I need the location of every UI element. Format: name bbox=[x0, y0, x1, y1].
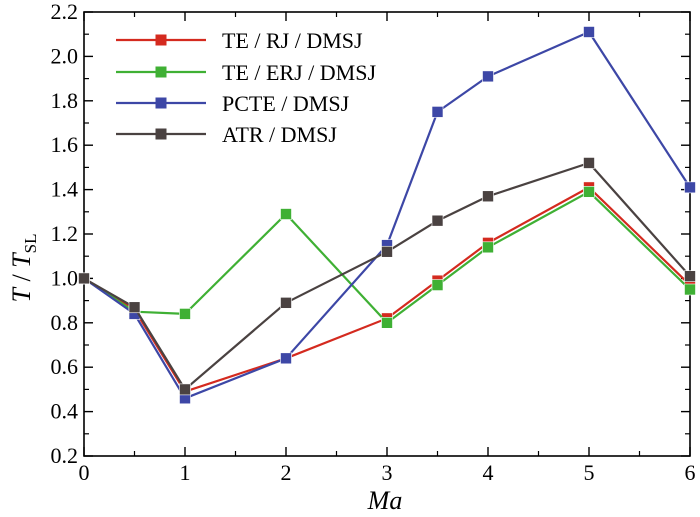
y-tick-label: 0.4 bbox=[51, 399, 79, 424]
data-point bbox=[280, 352, 292, 365]
legend-marker bbox=[155, 128, 167, 140]
data-point bbox=[431, 279, 444, 291]
series-3 bbox=[78, 26, 696, 405]
data-point bbox=[482, 241, 494, 254]
data-point bbox=[684, 181, 696, 194]
legend-marker bbox=[155, 34, 167, 46]
y-tick-label: 1.2 bbox=[51, 221, 79, 246]
y-tick-label: 0.8 bbox=[51, 310, 79, 335]
x-tick-label: 5 bbox=[584, 460, 595, 485]
series-4 bbox=[78, 157, 696, 396]
x-tick-label: 1 bbox=[180, 460, 191, 485]
data-point bbox=[583, 157, 595, 169]
data-point bbox=[684, 270, 696, 282]
data-point bbox=[381, 316, 393, 329]
x-tick-label: 4 bbox=[483, 460, 494, 485]
legend-item-4: ATR / DMSJ bbox=[116, 122, 337, 147]
data-point bbox=[78, 272, 90, 285]
data-point bbox=[482, 190, 494, 203]
y-axis-title-sub-base: T bbox=[7, 252, 36, 268]
y-tick-label: 1.6 bbox=[51, 132, 79, 157]
legend: TE / RJ / DMSJ TE / ERJ / DMSJ PCTE / DMSJ… bbox=[116, 28, 376, 147]
x-axis-title: Ma bbox=[367, 486, 403, 515]
legend-item-2: TE / ERJ / DMSJ bbox=[116, 60, 376, 85]
series-line bbox=[83, 186, 691, 393]
data-point bbox=[482, 70, 494, 83]
y-tick-label: 0.6 bbox=[51, 354, 79, 379]
data-point bbox=[179, 308, 191, 320]
data-point bbox=[431, 106, 444, 118]
data-point bbox=[583, 26, 595, 38]
legend-item-3: PCTE / DMSJ bbox=[116, 91, 350, 116]
data-point bbox=[280, 297, 292, 309]
series-layer bbox=[78, 26, 696, 405]
legend-item-1: TE / RJ / DMSJ bbox=[116, 28, 363, 53]
plot-area: 0 1 2 3 4 5 6 0.2 0.4 0.6 0.8 1.0 1.2 1.4 1.6 1.8 2.0 2.2 bbox=[51, 0, 696, 485]
plot-frame bbox=[83, 11, 691, 457]
data-point bbox=[280, 208, 292, 220]
legend-marker bbox=[155, 97, 167, 109]
y-axis-title: T / TSL bbox=[7, 233, 40, 302]
y-tick-label: 1.4 bbox=[51, 177, 79, 202]
legend-label: PCTE / DMSJ bbox=[222, 91, 350, 116]
x-tick-label: 3 bbox=[382, 460, 393, 485]
y-tick-label: 1.0 bbox=[51, 265, 79, 290]
data-point bbox=[179, 383, 191, 396]
y-tick-label: 0.2 bbox=[51, 443, 79, 468]
legend-label: ATR / DMSJ bbox=[222, 122, 337, 147]
x-tick-label: 0 bbox=[79, 460, 90, 485]
data-point bbox=[128, 301, 141, 314]
y-tick-label: 2.0 bbox=[51, 43, 79, 68]
x-tick-label: 2 bbox=[281, 460, 292, 485]
y-axis-title-subscript: SL bbox=[21, 233, 40, 253]
y-tick-label: 1.8 bbox=[51, 88, 79, 113]
data-point bbox=[583, 186, 595, 198]
legend-marker bbox=[155, 66, 167, 78]
series-line bbox=[83, 30, 691, 400]
data-point bbox=[684, 283, 696, 296]
data-point bbox=[431, 214, 444, 227]
x-tick-label: 6 bbox=[685, 460, 696, 485]
y-axis-title-main: T bbox=[7, 287, 36, 303]
y-axis-title-sep: / bbox=[7, 268, 36, 288]
legend-label: TE / RJ / DMSJ bbox=[222, 28, 363, 53]
legend-label: TE / ERJ / DMSJ bbox=[222, 60, 376, 85]
y-tick-label: 2.2 bbox=[51, 0, 79, 24]
data-point bbox=[381, 245, 393, 258]
